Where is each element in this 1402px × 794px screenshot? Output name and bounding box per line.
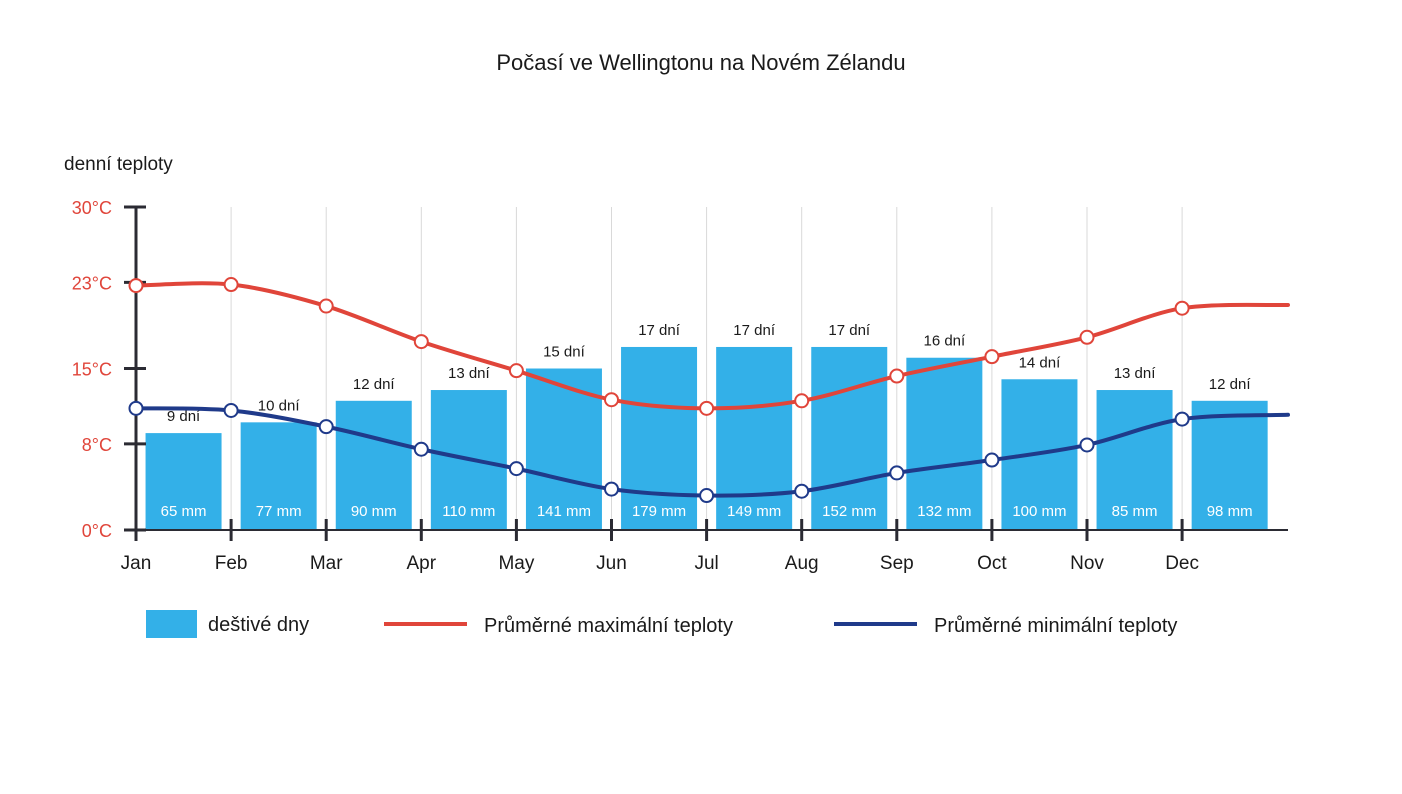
- rainy-days-label: 9 dní: [167, 408, 201, 425]
- rainy-days-label: 12 dní: [353, 376, 396, 393]
- rainy-days-label: 10 dní: [258, 397, 301, 414]
- gridlines: [230, 207, 1183, 530]
- min-temp-point: [889, 465, 905, 481]
- min-temp-point: [984, 452, 1000, 468]
- legend: deštivé dny Průměrné maximální teploty Prů…: [146, 610, 1177, 638]
- x-tick-label: Aug: [785, 553, 819, 574]
- max-temp-point: [413, 334, 429, 350]
- rainy-days-label: 17 dní: [828, 322, 871, 339]
- legend-label-min-temp: Průměrné minimální teploty: [934, 615, 1177, 637]
- x-tick-label: Sep: [880, 553, 914, 574]
- rainy-days-bar: [621, 346, 698, 530]
- min-temp-point: [413, 441, 429, 457]
- min-temp-point: [604, 481, 619, 497]
- rainy-days-label: 14 dní: [1019, 354, 1062, 371]
- rainfall-label: 132 mm: [917, 503, 971, 520]
- min-temp-point: [223, 402, 239, 418]
- max-temp-point: [223, 277, 239, 293]
- rainy-days-label: 17 dní: [638, 322, 681, 339]
- y-tick-label: 23°C: [72, 273, 112, 293]
- rainfall-label: 141 mm: [537, 503, 591, 520]
- x-tick-label: Jun: [596, 553, 627, 574]
- legend-label-max-temp: Průměrné maximální teploty: [484, 615, 733, 637]
- max-temp-point: [794, 393, 810, 409]
- rainfall-label: 110 mm: [442, 503, 495, 520]
- rainfall-label: 98 mm: [1207, 503, 1253, 520]
- rainy-days-bars: 9 dní 65 mm 10 dní 77 mm 12 dní 90 mm 13 dní 11…: [145, 322, 1268, 530]
- x-tick-label: May: [498, 553, 534, 574]
- axes: [124, 205, 1288, 541]
- max-temp-point: [889, 368, 905, 384]
- max-temp-point: [984, 349, 1000, 365]
- rainfall-label: 90 mm: [351, 503, 397, 520]
- x-tick-label: Jan: [121, 553, 152, 574]
- rainy-days-bar: [240, 422, 317, 530]
- min-temp-point: [794, 483, 810, 499]
- x-tick-label: Mar: [310, 553, 343, 574]
- max-temp-point: [508, 363, 524, 379]
- x-tick-label: Apr: [407, 553, 437, 574]
- rainfall-label: 179 mm: [632, 503, 686, 520]
- rainfall-label: 77 mm: [256, 503, 302, 520]
- y-axis-title: denní teploty: [64, 154, 173, 175]
- rainy-days-label: 15 dní: [543, 344, 586, 361]
- max-temp-point: [604, 392, 619, 408]
- rainy-days-bar: [716, 346, 793, 530]
- x-tick-label: Dec: [1165, 553, 1199, 574]
- legend-swatch-rainy-days: [146, 610, 197, 638]
- y-tick-label: 15°C: [72, 360, 112, 380]
- rainfall-label: 85 mm: [1112, 503, 1158, 520]
- rainfall-label: 100 mm: [1012, 503, 1066, 520]
- rainfall-label: 152 mm: [822, 503, 876, 520]
- max-temp-point: [1174, 300, 1190, 316]
- x-tick-label: Jul: [694, 553, 718, 574]
- x-tick-labels: Jan Feb Mar Apr May Jun Jul Aug Sep Oct Nov Dec: [121, 553, 1199, 574]
- legend-label-rainy-days: deštivé dny: [208, 614, 309, 636]
- x-tick-label: Feb: [215, 553, 248, 574]
- rainy-days-label: 13 dní: [1114, 365, 1157, 382]
- temperature-lines: [128, 277, 1290, 504]
- rainy-days-label: 12 dní: [1209, 376, 1252, 393]
- min-temp-point: [699, 488, 715, 504]
- y-tick-label: 8°C: [82, 435, 112, 455]
- y-tick-labels: 30°C 23°C 15°C 8°C 0°C: [72, 198, 112, 541]
- y-tick-label: 30°C: [72, 198, 112, 218]
- min-temp-point: [508, 461, 524, 477]
- rainy-days-bar: [1096, 390, 1173, 530]
- rainy-days-bar: [1191, 400, 1268, 530]
- rainy-days-label: 13 dní: [448, 365, 491, 382]
- max-temp-point: [699, 400, 715, 416]
- min-temp-point: [1079, 437, 1095, 453]
- min-temp-point: [318, 419, 334, 435]
- max-temp-point: [128, 278, 144, 294]
- x-tick-label: Oct: [977, 553, 1007, 574]
- rainfall-label: 149 mm: [727, 503, 781, 520]
- rainy-days-bar: [811, 346, 888, 530]
- max-temp-point: [318, 298, 334, 314]
- rainy-days-label: 17 dní: [733, 322, 776, 339]
- min-temp-point: [128, 400, 144, 416]
- min-temp-point: [1174, 411, 1190, 427]
- rainy-days-bar: [145, 433, 222, 530]
- rainy-days-bar: [906, 357, 983, 530]
- x-tick-label: Nov: [1070, 553, 1104, 574]
- chart-title: Počasí ve Wellingtonu na Novém Zélandu: [496, 50, 905, 75]
- rainy-days-label: 16 dní: [923, 333, 966, 350]
- max-temp-point: [1079, 329, 1095, 345]
- y-tick-label: 0°C: [82, 521, 112, 541]
- max-temp-line: [134, 281, 1290, 411]
- rainfall-label: 65 mm: [161, 503, 207, 520]
- rainy-days-bar: [335, 400, 412, 530]
